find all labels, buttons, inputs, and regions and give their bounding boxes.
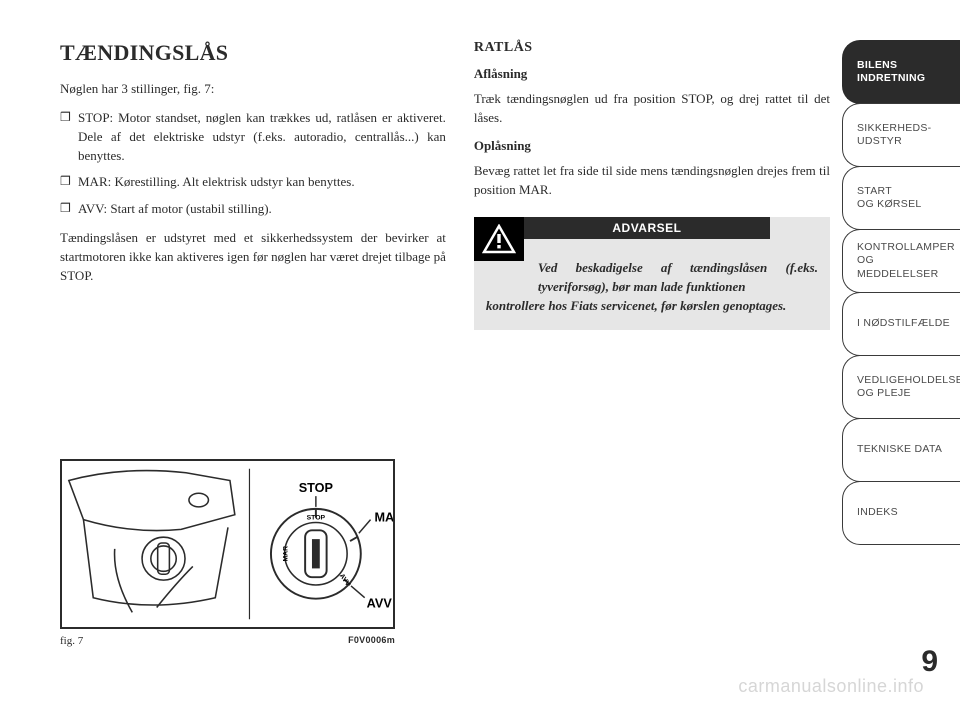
- tab-label-line: INDEKS: [857, 506, 950, 519]
- figure-caption: fig. 7: [60, 635, 83, 647]
- manual-page: BILENS INDRETNING SIKKERHEDS- UDSTYR STA…: [0, 0, 960, 703]
- label-mar: MAR: [374, 511, 393, 525]
- section-heading: TÆNDINGSLÅS: [60, 40, 446, 66]
- list-item: MAR: Kørestilling. Alt elektrisk udstyr …: [60, 173, 446, 192]
- paragraph: Bevæg rattet let fra side til side mens …: [474, 162, 830, 200]
- label-stop: STOP: [299, 481, 334, 495]
- tab-label-line: OG KØRSEL: [857, 198, 950, 211]
- section-tabs: BILENS INDRETNING SIKKERHEDS- UDSTYR STA…: [842, 40, 960, 544]
- tab-label-line: START: [857, 185, 950, 198]
- watermark: carmanualsonline.info: [738, 676, 924, 697]
- right-column: RATLÅS Aflåsning Træk tændingsnøglen ud …: [474, 40, 830, 330]
- position-list: STOP: Motor standset, nøglen kan trækkes…: [60, 109, 446, 219]
- page-number: 9: [921, 645, 938, 679]
- tab-vedligeholdelse[interactable]: VEDLIGEHOLDELSE OG PLEJE: [842, 355, 960, 419]
- tab-nodstilfaelde[interactable]: I NØDSTILFÆLDE: [842, 292, 960, 356]
- list-item: STOP: Motor standset, nøglen kan trækkes…: [60, 109, 446, 166]
- warning-text: Ved beskadigelse af tændingslåsen (f.eks…: [486, 257, 818, 316]
- subsubheading: Oplåsning: [474, 138, 830, 154]
- tab-indeks[interactable]: INDEKS: [842, 481, 960, 545]
- svg-text:AVV: AVV: [338, 573, 352, 588]
- tab-start-og-korsel[interactable]: START OG KØRSEL: [842, 166, 960, 230]
- tab-label-line: I NØDSTILFÆLDE: [857, 317, 950, 330]
- left-column: TÆNDINGSLÅS Nøglen har 3 stillinger, fig…: [60, 40, 446, 330]
- tab-label-line: OG PLEJE: [857, 387, 950, 400]
- tab-label-line: VEDLIGEHOLDELSE: [857, 374, 950, 387]
- svg-text:MAR: MAR: [283, 546, 290, 562]
- subsubheading: Aflåsning: [474, 66, 830, 82]
- list-item: AVV: Start af motor (ustabil stilling).: [60, 200, 446, 219]
- intro-text: Nøglen har 3 stillinger, fig. 7:: [60, 80, 446, 99]
- tab-label-line: OG MEDDELELSER: [857, 254, 950, 280]
- figure-ref: F0V0006m: [348, 635, 395, 647]
- content-region: TÆNDINGSLÅS Nøglen har 3 stillinger, fig…: [60, 40, 830, 330]
- tab-label-line: BILENS: [857, 59, 950, 72]
- tab-tekniske-data[interactable]: TEKNISKE DATA: [842, 418, 960, 482]
- paragraph: Tændingslåsen er udstyret med et sikkerh…: [60, 229, 446, 286]
- warning-label: ADVARSEL: [524, 217, 770, 239]
- warning-text-line: kontrollere hos Fiats servicenet, før kø…: [486, 298, 786, 313]
- warning-box: ADVARSEL Ved beskadigelse af tændingslås…: [474, 217, 830, 330]
- tab-label-line: SIKKERHEDS-: [857, 122, 950, 135]
- svg-text:STOP: STOP: [307, 515, 326, 522]
- tab-label-line: INDRETNING: [857, 72, 950, 85]
- figure-meta: fig. 7 F0V0006m: [60, 635, 395, 647]
- subheading: RATLÅS: [474, 40, 830, 56]
- figure-7: STOP MAR AVV STOP MAR AVV fig. 7 F0V0006…: [60, 459, 395, 647]
- warning-triangle-icon: [474, 217, 524, 261]
- warning-text-line: Ved beskadigelse af tændingslåsen (f.eks…: [486, 259, 818, 297]
- warning-header: ADVARSEL: [474, 217, 830, 251]
- tab-label-line: KONTROLLAMPER: [857, 241, 950, 254]
- paragraph: Træk tændingsnøglen ud fra position STOP…: [474, 90, 830, 128]
- figure-illustration: STOP MAR AVV STOP MAR AVV: [60, 459, 395, 629]
- tab-kontrollamper[interactable]: KONTROLLAMPER OG MEDDELELSER: [842, 229, 960, 293]
- tab-label-line: TEKNISKE DATA: [857, 443, 950, 456]
- tab-bilens-indretning[interactable]: BILENS INDRETNING: [842, 40, 960, 104]
- tab-sikkerhedsudstyr[interactable]: SIKKERHEDS- UDSTYR: [842, 103, 960, 167]
- label-avv: AVV: [367, 596, 393, 610]
- tab-label-line: UDSTYR: [857, 135, 950, 148]
